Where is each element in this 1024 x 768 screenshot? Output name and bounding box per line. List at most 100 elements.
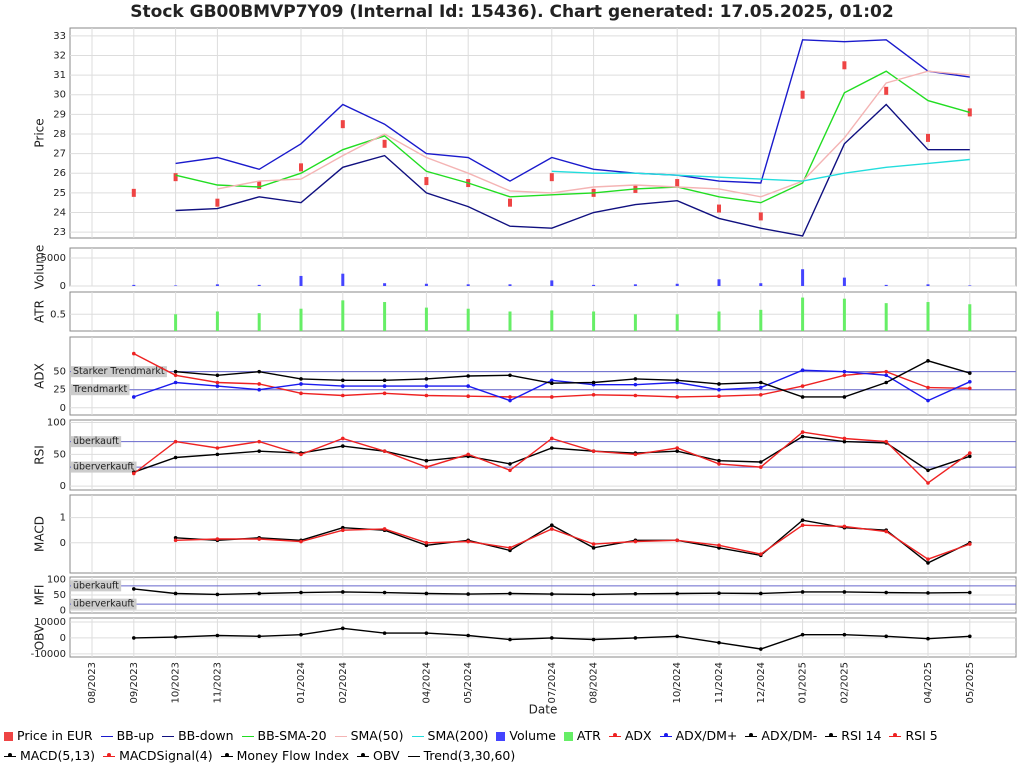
bar [383,302,387,331]
legend-label: Money Flow Index [236,748,349,763]
y-tick-label: 0 [60,281,66,292]
series-point [884,380,888,385]
legend-item: MACDSignal(4) [103,746,213,766]
series-point [424,591,429,596]
y-axis-label: RSI [33,445,47,465]
legend-item: RSI 5 [889,726,938,746]
y-tick-label: 0 [60,538,66,549]
series-point [800,632,805,637]
series-point [508,395,512,399]
series-point [884,634,888,639]
series-point [173,635,178,639]
series-line [175,524,971,560]
series-point [884,439,888,444]
bar [717,279,721,286]
legend-swatch [825,733,838,737]
bar [842,277,846,286]
series-point [633,539,638,544]
series-point [675,634,679,639]
series-point [884,590,888,595]
price-mark [926,133,930,142]
series-point [842,395,847,399]
series-point [173,369,178,374]
series-point [173,535,178,540]
legend-swatch [563,731,573,741]
legend-item: BB-up [100,726,154,746]
legend-dot [224,753,229,757]
level-label: Starker Trendmarkt [73,366,165,377]
series-point [842,590,847,594]
series-point [926,385,930,390]
series-point [466,633,471,638]
series-point [382,391,387,396]
series-point [299,391,303,396]
legend-label: SMA(50) [350,728,404,743]
series-point [968,371,972,375]
y-tick-label: 29 [53,109,66,120]
y-tick-label: 28 [53,129,66,140]
y-tick-label: 27 [53,149,66,160]
y-tick-label: 1 [60,513,66,524]
legend-item: ADX/DM- [745,726,817,746]
series-point [341,444,345,448]
y-tick-label: 50 [53,367,66,378]
series-point [717,382,721,386]
series-point [508,637,512,642]
legend-swatch [608,733,621,737]
series-point [842,524,847,529]
series-point [550,395,554,399]
y-tick-label: 26 [53,168,66,179]
y-tick-label: 25 [53,385,66,396]
y-axis-label: Volume [33,245,47,290]
series-point [257,449,262,453]
series-point [717,640,721,645]
series-point [717,387,721,392]
price-mark [382,139,387,148]
price-mark [549,173,554,182]
level-label: überverkauft [73,599,135,610]
series-point [926,481,930,485]
y-tick-label: 50 [53,590,66,601]
series-point [424,541,429,545]
price-mark [717,204,721,213]
series-point [257,387,262,392]
price-mark [131,188,136,197]
series-point [800,434,805,439]
series-point [717,458,721,463]
bar [174,314,178,331]
legend-dot [612,733,617,737]
x-tick-label: 01/2025 [798,662,809,704]
bar [592,284,596,286]
series-point [675,378,679,383]
series-point [926,557,930,561]
x-tick-label: 11/2024 [714,662,725,704]
series-point [215,380,220,385]
series-point [424,384,429,388]
series-point [257,634,262,639]
series-point [759,647,763,651]
series-point [508,468,512,473]
series-point [800,430,805,434]
series-point [341,590,345,594]
bar [968,304,972,331]
series-point [968,542,972,546]
series-point [299,382,303,386]
x-axis-label: Date [529,703,558,717]
legend-label: BB-down [178,728,234,743]
series-point [424,631,429,635]
level-label-bg [70,384,130,396]
series-point [424,393,429,398]
series-point [717,462,721,466]
y-axis-label: MFI [33,585,47,606]
series-point [591,542,596,546]
x-tick-label: 01/2024 [296,662,307,704]
series-point [466,539,471,544]
bar [675,314,679,331]
series-point [382,527,387,531]
series-point [550,527,554,531]
series-point [591,380,596,385]
bar [633,314,637,331]
y-axis-label: OBV [33,624,47,650]
series-point [215,452,220,457]
series-point [800,518,805,522]
